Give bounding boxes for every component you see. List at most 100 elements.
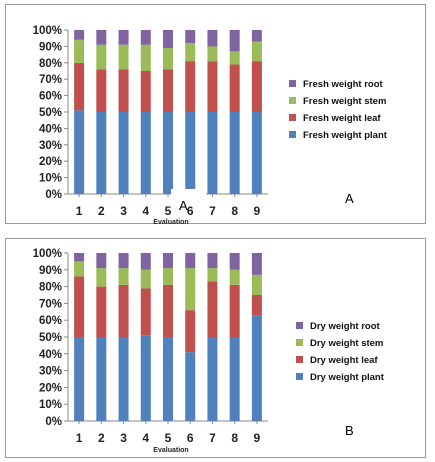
chart-b-bar-dry-weight-stem-5 [163, 268, 173, 285]
chart-b-bar-dry-weight-plant-4 [140, 335, 151, 421]
chart-a-bar-fresh-weight-leaf-1 [74, 62, 85, 111]
chart-a-bar-fresh-weight-root-6 [185, 30, 196, 44]
chart-b-bar-dry-weight-root-3 [118, 253, 129, 269]
chart-b-y-tick-label: 80% [39, 282, 62, 294]
chart-b-legend-swatch [296, 373, 303, 380]
chart-a-bar-fresh-weight-stem-1 [74, 39, 85, 63]
chart-b-bar-dry-weight-plant-2 [96, 337, 107, 421]
chart-a-y-tick-label: 90% [39, 41, 62, 53]
chart-b-x-tick-label: 6 [187, 431, 194, 445]
chart-a-legend-label: Fresh weight plant [303, 130, 388, 141]
chart-b-bar-dry-weight-plant-6 [185, 352, 196, 421]
chart-a-bar-fresh-weight-leaf-6 [185, 61, 196, 112]
chart-a-bar-fresh-weight-root-2 [96, 30, 107, 45]
chart-b-bar-dry-weight-leaf-1 [74, 276, 85, 337]
chart-a-legend-label: Fresh weight root [303, 79, 384, 90]
chart-b-legend-label: Dry weight root [310, 321, 381, 332]
chart-b-bar-dry-weight-leaf-2 [96, 286, 107, 337]
chart-b-bar-dry-weight-root-8 [229, 253, 240, 270]
chart-a-y-tick-label: 10% [39, 173, 62, 185]
chart-a-bar-fresh-weight-leaf-3 [118, 69, 129, 112]
chart-b-bar-dry-weight-plant-3 [118, 337, 129, 421]
chart-a-bar-fresh-weight-stem-9 [251, 41, 262, 62]
chart-a-bar-fresh-weight-plant-8 [229, 112, 240, 194]
chart-panel-a: 0% 10% 20% 30% 40% 50% 60% 70% 80% 90% 100% 1 2 3 4 5 6 7… [5, 4, 426, 225]
chart-a-bar-fresh-weight-plant-2 [96, 112, 107, 194]
chart-b-y-tick-label: 0% [45, 416, 62, 428]
chart-b-panel-label: B [345, 423, 354, 438]
chart-b-y-tick-label: 70% [39, 298, 62, 310]
chart-b-x-tick-label: 8 [231, 431, 238, 445]
chart-b-legend-label: Dry weight plant [310, 372, 385, 383]
chart-a-x-tick-label: 8 [231, 204, 238, 218]
chart-a-x-tick-label: 7 [209, 204, 216, 218]
chart-a-legend-swatch [289, 114, 296, 121]
chart-a-x-tick-label: 4 [142, 204, 149, 218]
chart-b-legend-swatch [296, 356, 303, 363]
chart-b-y-tick-label: 30% [39, 366, 62, 378]
chart-a-x-tick-label: 9 [254, 204, 261, 218]
chart-b-legend-label: Dry weight stem [310, 338, 383, 349]
chart-b-y-tick-label: 20% [39, 382, 62, 394]
chart-a-bar-fresh-weight-root-7 [207, 30, 218, 47]
chart-a-bar-fresh-weight-plant-1 [74, 110, 85, 194]
chart-a-bar-fresh-weight-stem-3 [118, 44, 129, 70]
chart-b-bar-dry-weight-stem-9 [251, 274, 262, 295]
chart-b-bar-dry-weight-stem-4 [140, 269, 151, 289]
chart-a-bar-fresh-weight-leaf-2 [96, 69, 107, 112]
chart-b-bar-dry-weight-root-7 [207, 253, 218, 269]
chart-a-bar-fresh-weight-stem-6 [185, 43, 196, 62]
chart-b-bar-dry-weight-root-5 [163, 253, 173, 269]
chart-a-bar-fresh-weight-leaf-9 [251, 61, 262, 112]
chart-b-y-tick-label: 50% [39, 332, 62, 344]
chart-a-y-tick-label: 30% [39, 140, 62, 152]
chart-a-x-tick-label: 3 [120, 204, 127, 218]
chart-a-bar-fresh-weight-leaf-8 [229, 64, 240, 112]
chart-b-bar-dry-weight-leaf-8 [229, 284, 240, 337]
chart-a-legend-swatch [289, 97, 296, 104]
chart-a-y-tick-label: 60% [39, 91, 62, 103]
chart-b-y-tick-label: 60% [39, 315, 62, 327]
chart-a-bar-fresh-weight-root-5 [163, 30, 173, 49]
chart-b-y-tick-label: 100% [33, 248, 62, 260]
chart-a-bar-fresh-weight-plant-6 [185, 112, 196, 194]
chart-b-x-tick-label: 9 [254, 431, 261, 445]
chart-b-legend-label: Dry weight leaf [310, 355, 378, 366]
chart-a-bar-fresh-weight-leaf-4 [140, 71, 151, 112]
chart-a-bar-fresh-weight-stem-7 [207, 46, 218, 62]
chart-a-y-tick-label: 70% [39, 74, 62, 86]
chart-a-svg: 0% 10% 20% 30% 40% 50% 60% 70% 80% 90% 100% 1 2 3 4 5 6 7… [33, 25, 388, 225]
chart-a-bar-fresh-weight-plant-9 [251, 112, 262, 194]
chart-b-bar-dry-weight-plant-8 [229, 337, 240, 421]
chart-b-y-tick-label: 10% [39, 399, 62, 411]
chart-b-bar-dry-weight-leaf-7 [207, 281, 218, 337]
chart-b-bar-dry-weight-leaf-5 [163, 284, 173, 337]
chart-a-bar-fresh-weight-plant-5 [163, 112, 173, 194]
chart-a-bar-fresh-weight-leaf-7 [207, 61, 218, 112]
chart-a-legend-swatch [289, 80, 296, 87]
chart-b-x-tick-label: 1 [76, 431, 83, 445]
chart-a-x-tick-label: 5 [165, 204, 172, 218]
chart-a-x-tick-label: 6 [187, 204, 194, 218]
chart-a-overlay-label: A [179, 198, 188, 213]
chart-a-bar-fresh-weight-stem-4 [140, 44, 151, 71]
chart-b-bar-dry-weight-plant-5 [163, 337, 173, 421]
chart-a-x-tick-label: 1 [76, 204, 83, 218]
chart-a-bar-fresh-weight-stem-5 [163, 48, 173, 70]
chart-b-x-tick-label: 2 [98, 431, 105, 445]
chart-a-legend-label: Fresh weight leaf [303, 113, 381, 124]
chart-b-bar-dry-weight-leaf-9 [251, 295, 262, 316]
chart-a-bar-fresh-weight-plant-3 [118, 112, 129, 194]
chart-b-y-tick-label: 90% [39, 265, 62, 277]
chart-a-legend-label: Fresh weight stem [303, 96, 386, 107]
chart-b-bar-dry-weight-leaf-4 [140, 288, 151, 336]
chart-a-bar-fresh-weight-root-9 [251, 30, 262, 42]
chart-a-bar-fresh-weight-leaf-5 [163, 69, 173, 112]
chart-b-bar-dry-weight-stem-2 [96, 268, 107, 287]
chart-panel-b: 0% 10% 20% 30% 40% 50% 60% 70% 80% 90% 100% 1 2 3 4 5 6 7… [5, 238, 426, 458]
chart-b-bar-dry-weight-stem-1 [74, 261, 85, 277]
chart-b-svg: 0% 10% 20% 30% 40% 50% 60% 70% 80% 90% 100% 1 2 3 4 5 6 7… [33, 248, 385, 454]
chart-a-bar-fresh-weight-root-3 [118, 30, 129, 45]
chart-b-bar-dry-weight-stem-6 [185, 268, 196, 311]
chart-b-x-axis-title: Evaluation [153, 447, 188, 454]
